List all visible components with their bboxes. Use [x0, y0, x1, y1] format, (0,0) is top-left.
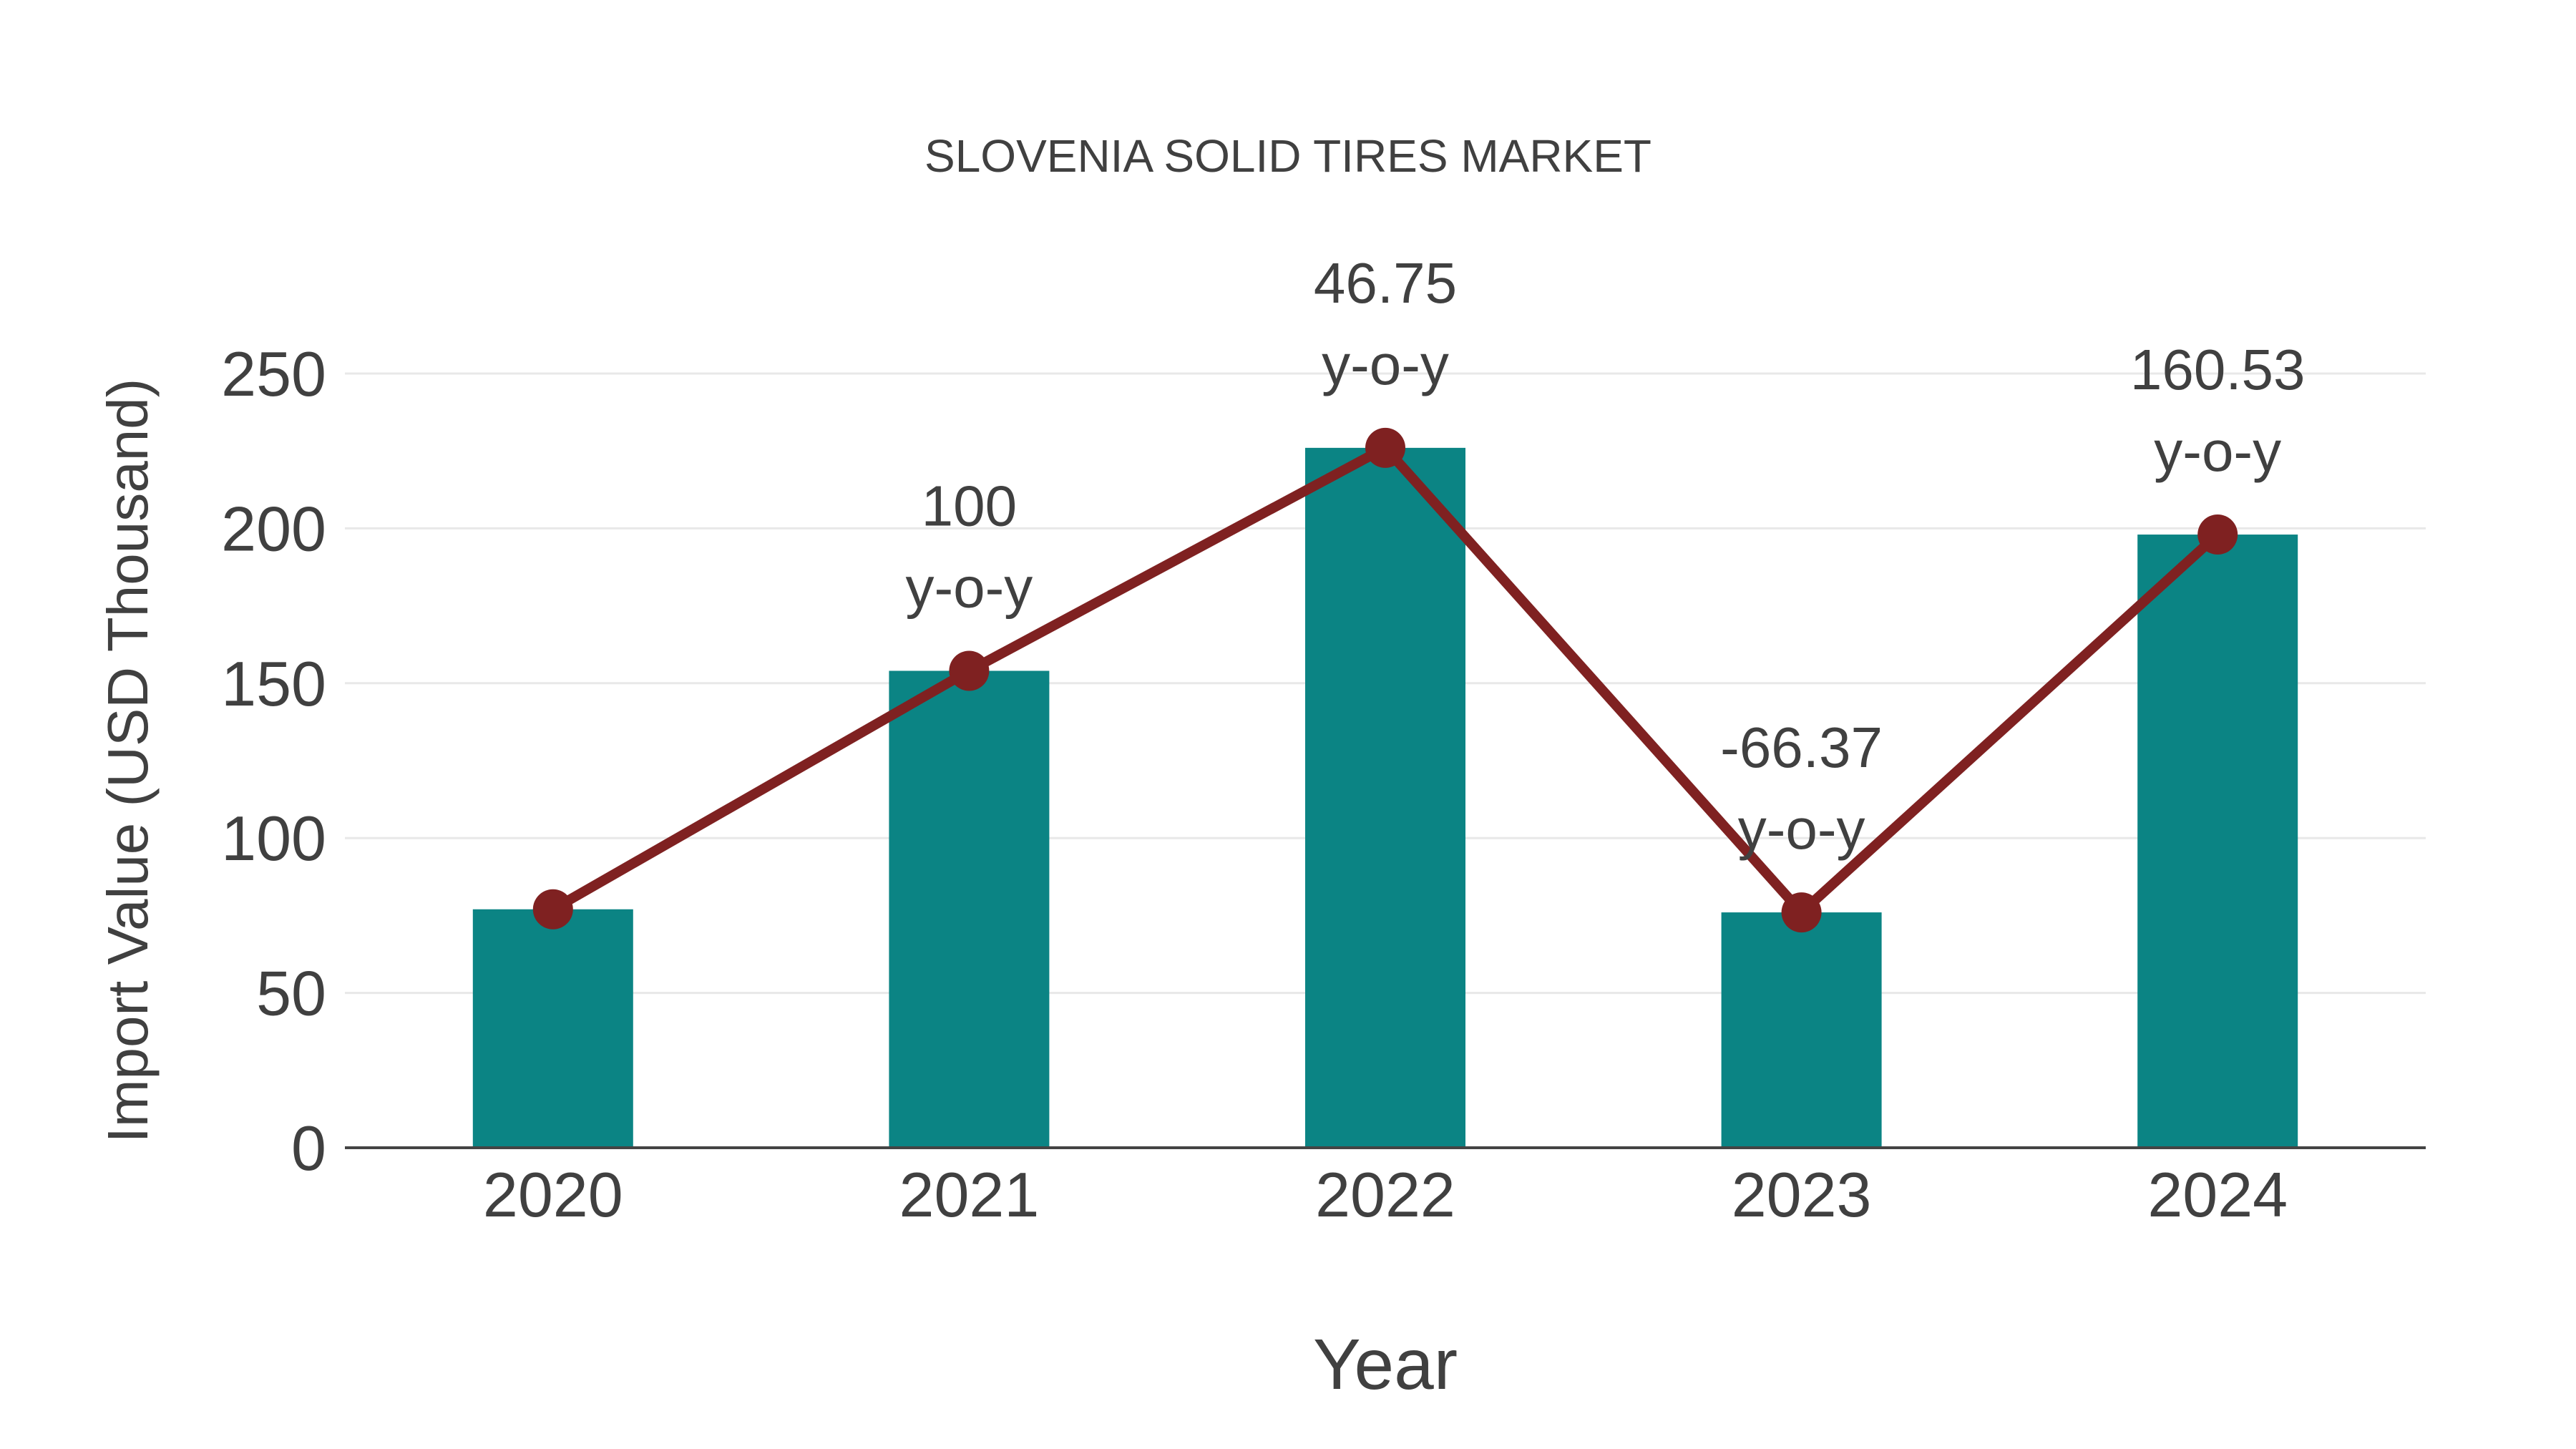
annotations-group: 100 y-o-y 46.75 y-o-y -66.37 y-o-y 160.53 y-o-y — [906, 251, 2306, 861]
annotation-value-2023: -66.37 — [1720, 716, 1883, 779]
y-tick-label-100: 100 — [221, 803, 326, 874]
bar-2023 — [1721, 912, 1882, 1148]
trend-marker-2021 — [949, 650, 990, 691]
x-tick-label-2024: 2024 — [2147, 1159, 2288, 1230]
annotation-suffix-2022: y-o-y — [1322, 333, 1449, 396]
x-axis-title: Year — [1313, 1324, 1458, 1405]
bar-2022 — [1305, 447, 1465, 1148]
bar-2021 — [889, 670, 1050, 1148]
y-tick-label-0: 0 — [291, 1113, 326, 1184]
x-tick-label-2023: 2023 — [1732, 1159, 1872, 1230]
annotation-value-2022: 46.75 — [1314, 251, 1457, 315]
annotation-value-2021: 100 — [922, 474, 1017, 537]
y-tick-label-200: 200 — [221, 493, 326, 564]
trend-marker-2023 — [1781, 892, 1822, 933]
y-axis-title: Import Value (USD Thousand) — [96, 379, 160, 1143]
bar-2024 — [2137, 535, 2298, 1148]
chart-title: SLOVENIA SOLID TIRES MARKET — [924, 130, 1652, 182]
y-tick-label-150: 150 — [221, 648, 326, 719]
x-tick-label-2022: 2022 — [1315, 1159, 1455, 1230]
y-tick-label-50: 50 — [256, 958, 326, 1029]
x-tick-label-2021: 2021 — [899, 1159, 1040, 1230]
x-tick-label-2020: 2020 — [483, 1159, 623, 1230]
y-tick-labels-group: 0 50 100 150 200 250 — [221, 338, 326, 1184]
trend-marker-2020 — [532, 889, 573, 930]
bar-2020 — [472, 909, 633, 1148]
y-tick-label-250: 250 — [221, 338, 326, 409]
trend-marker-2022 — [1365, 427, 1405, 468]
annotation-suffix-2023: y-o-y — [1738, 797, 1865, 861]
bars-group — [472, 447, 2298, 1148]
annotation-suffix-2021: y-o-y — [906, 555, 1033, 619]
annotation-suffix-2024: y-o-y — [2154, 419, 2281, 483]
x-tick-labels-group: 2020 2021 2022 2023 2024 — [483, 1159, 2288, 1230]
trend-line-group — [532, 427, 2238, 933]
trend-marker-2024 — [2197, 514, 2238, 555]
annotation-value-2024: 160.53 — [2130, 338, 2306, 401]
